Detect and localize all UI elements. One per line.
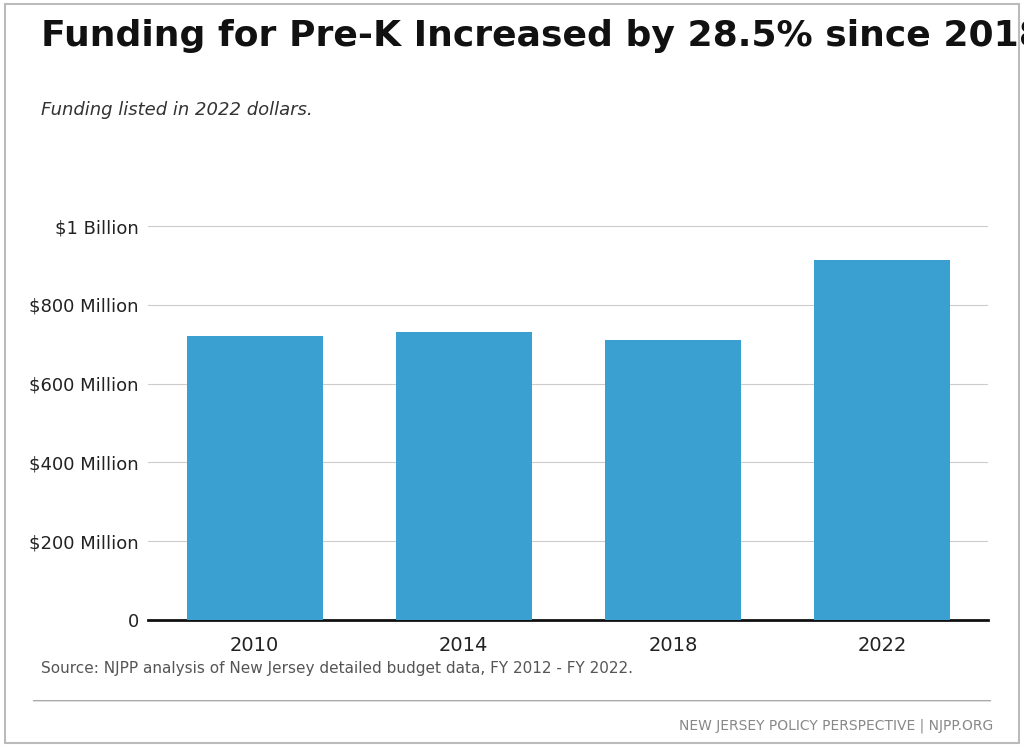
Text: Funding for Pre-K Increased by 28.5% since 2018: Funding for Pre-K Increased by 28.5% sin… (41, 19, 1024, 53)
Bar (605, 340, 740, 620)
Bar (814, 260, 950, 620)
Text: NEW JERSEY POLICY PERSPECTIVE | NJPP.ORG: NEW JERSEY POLICY PERSPECTIVE | NJPP.ORG (679, 719, 993, 733)
Bar (186, 336, 323, 620)
Text: Funding listed in 2022 dollars.: Funding listed in 2022 dollars. (41, 101, 312, 119)
Text: Source: NJPP analysis of New Jersey detailed budget data, FY 2012 - FY 2022.: Source: NJPP analysis of New Jersey deta… (41, 661, 633, 676)
Bar (396, 332, 531, 620)
